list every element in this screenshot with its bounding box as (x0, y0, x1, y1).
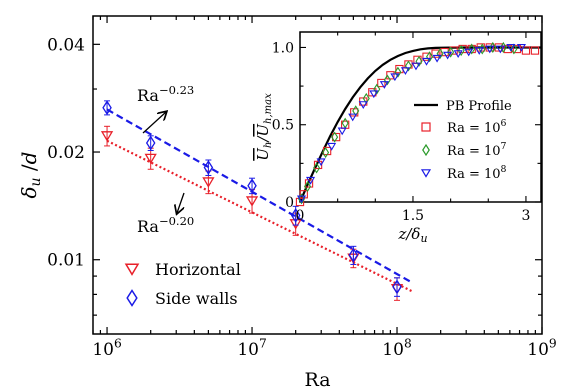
inset-data-point-ra7 (313, 162, 321, 174)
legend-marker-ra8 (420, 169, 432, 178)
inset-data-point-ra8 (305, 176, 316, 185)
main-plot-frame (92, 15, 543, 335)
inset-data-point-ra8 (464, 48, 474, 57)
inset-data-point-ra6 (386, 71, 395, 80)
x-tick-label: 106 (92, 336, 122, 360)
inset-data-point-ra7 (510, 43, 518, 55)
inset-data-point-ra8 (390, 73, 400, 82)
inset-data-point-ra7 (415, 55, 423, 67)
inset-data-point-ra8 (432, 54, 442, 63)
inset-data-point-ra7 (404, 60, 412, 72)
inset-data-point-ra6 (521, 46, 531, 55)
inset-y-tick-label: 0 (285, 195, 294, 211)
inset-data-point-ra7 (322, 147, 330, 159)
inset-data-point-ra7 (394, 66, 402, 78)
inset-data-point-ra7 (383, 74, 391, 86)
inset-plot-frame (299, 31, 542, 203)
horizontal-data-point (144, 153, 157, 165)
inset-data-point-ra6 (377, 78, 386, 88)
y-axis-title: δu /d (17, 152, 44, 199)
inset-data-point-ra8 (327, 142, 337, 151)
inset-data-point-ra7 (297, 193, 306, 205)
side-walls-data-point (102, 100, 112, 116)
side-walls-data-point (392, 279, 402, 295)
x-axis-title: Ra (304, 369, 330, 391)
horizontal-data-point (100, 131, 114, 142)
legend-marker-side-walls (126, 289, 138, 307)
inset-data-point-ra8 (495, 45, 505, 54)
inset-data-point-ra8 (474, 47, 484, 55)
inset-data-point-ra8 (485, 45, 495, 54)
fit-label-horizontal: Ra−0.20 (137, 214, 194, 236)
fit-line-side-walls (106, 108, 414, 284)
horizontal-data-point (245, 196, 259, 207)
inset-x-tick-label: 3 (521, 208, 530, 224)
inset-data-point-ra7 (331, 131, 339, 143)
inset-y-tick-label: 1.0 (272, 40, 294, 56)
x-tick-label: 108 (382, 336, 411, 360)
inset-data-point-ra6 (485, 43, 494, 52)
legend-label-horizontal: Horizontal (155, 260, 241, 279)
legend-label-ra6: Ra = 106 (447, 118, 507, 136)
y-tick-label: 0.04 (47, 35, 85, 55)
legend-marker-horizontal (124, 263, 140, 276)
inset-data-point-ra6 (530, 46, 540, 55)
side-walls-data-point (203, 160, 214, 175)
inset-x-tick-label: 0 (296, 208, 305, 224)
x-tick-label: 109 (527, 336, 556, 360)
inset-data-point-ra8 (348, 113, 358, 122)
side-walls-data-point (247, 178, 257, 194)
legend-marker-ra7 (422, 143, 430, 157)
x-tick-label: 107 (237, 336, 266, 360)
inset-data-point-ra7 (457, 45, 465, 57)
inset-data-point-ra7 (468, 43, 476, 55)
fit-label-side-walls: Ra−0.23 (137, 83, 194, 105)
fit-arrow-side-walls (142, 112, 166, 134)
legend-marker-ra6 (421, 122, 431, 132)
inset-data-point-ra8 (369, 90, 379, 99)
inset-data-point-ra7 (303, 181, 312, 193)
inset-data-point-ra7 (426, 51, 434, 63)
pb-profile-line (298, 46, 541, 203)
y-tick-label: 0.01 (47, 251, 85, 271)
legend-label-pb-profile: PB Profile (446, 99, 512, 114)
inset-x-axis-title: z/δu (397, 225, 427, 245)
inset-data-point-ra6 (422, 52, 431, 61)
inset-data-point-ra8 (443, 51, 453, 60)
inset-data-point-ra8 (400, 67, 410, 75)
legend-label-side-walls: Side walls (155, 289, 238, 308)
side-walls-data-point (348, 247, 359, 263)
inset-data-point-ra8 (358, 101, 368, 109)
horizontal-data-point (202, 177, 215, 188)
side-walls-data-point (290, 207, 301, 223)
inset-data-point-ra8 (421, 57, 432, 66)
fit-arrow-horizontal (177, 192, 185, 213)
inset-y-axis-title: Uh/Uh,max (254, 93, 274, 161)
inset-data-point-ra8 (316, 158, 326, 167)
inset-data-point-ra8 (296, 195, 307, 204)
inset-data-point-ra7 (447, 46, 455, 58)
inset-data-point-ra8 (516, 44, 526, 52)
inset-data-point-ra6 (304, 179, 314, 188)
inset-x-tick-label: 1.5 (402, 208, 424, 224)
inset-data-point-ra8 (411, 62, 421, 71)
inset-data-point-ra6 (431, 49, 440, 58)
inset-data-point-ra8 (379, 81, 389, 89)
inset-y-tick-label: 0.5 (272, 118, 294, 134)
fit-line-horizontal (106, 139, 414, 293)
inset-data-point-ra7 (436, 48, 444, 60)
inset-data-point-ra8 (453, 50, 463, 58)
y-tick-label: 0.02 (47, 143, 85, 163)
inset-data-point-ra6 (331, 132, 341, 142)
inset-data-point-ra8 (337, 127, 347, 136)
legend-label-ra7: Ra = 107 (447, 141, 507, 159)
inset-data-point-ra7 (373, 83, 381, 95)
side-walls-data-point (145, 135, 156, 151)
inset-data-point-ra8 (506, 44, 516, 52)
legend-label-ra8: Ra = 108 (447, 164, 507, 182)
